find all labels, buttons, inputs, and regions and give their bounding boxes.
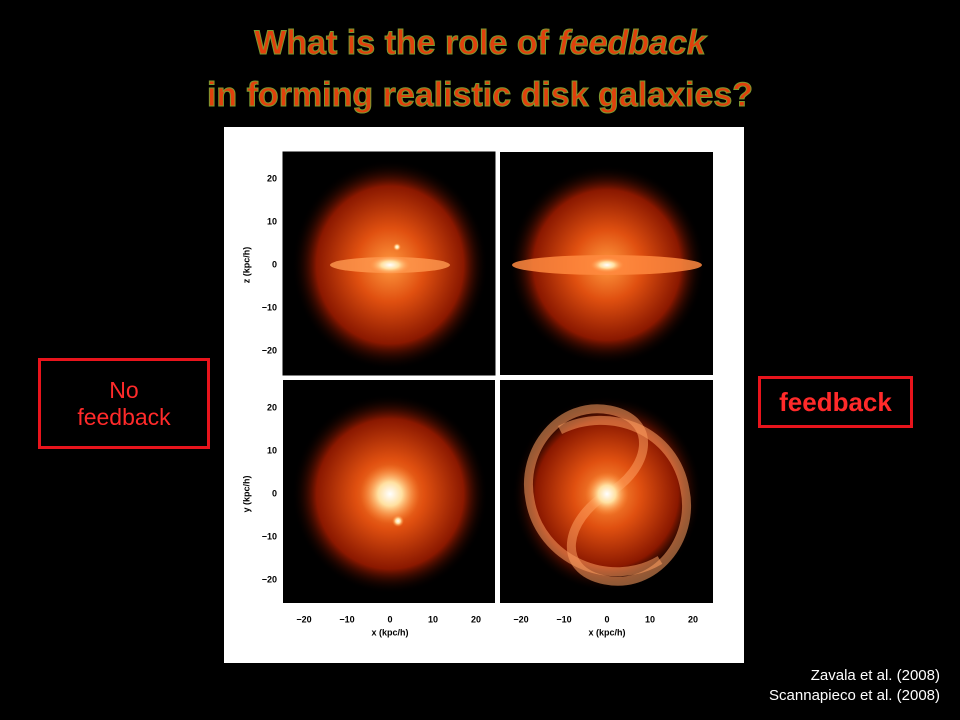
feedback-label: feedback <box>758 376 913 428</box>
x-axis-label: x (kpc/h) <box>371 627 408 637</box>
galaxy-core <box>360 464 420 524</box>
spiral-arms <box>524 404 691 586</box>
title-line-1: What is the role of feedback <box>0 24 960 63</box>
x-axis-label: x (kpc/h) <box>588 627 625 637</box>
y-tick-label: 0 <box>272 259 277 269</box>
y-tick-label: −20 <box>262 345 277 355</box>
y-tick-label: 10 <box>267 216 277 226</box>
x-tick-label: 0 <box>604 614 609 624</box>
x-tick-label: −10 <box>556 614 571 624</box>
x-tick-label: 10 <box>645 614 655 624</box>
y-tick-label: 10 <box>267 445 277 455</box>
y-tick-label: −20 <box>262 574 277 584</box>
galaxy-core <box>589 257 625 273</box>
reference: Scannapieco et al. (2008) <box>769 687 940 704</box>
x-tick-label: −20 <box>513 614 528 624</box>
x-tick-label: −20 <box>296 614 311 624</box>
satellite <box>393 243 401 251</box>
x-tick-label: −10 <box>339 614 354 624</box>
y-tick-label: 0 <box>272 488 277 498</box>
x-tick-label: 20 <box>688 614 698 624</box>
title-text: What is the role of <box>254 24 559 63</box>
panels <box>282 151 713 603</box>
y-axis-label: z (kpc/h) <box>241 247 251 284</box>
x-tick-label: 0 <box>387 614 392 624</box>
title-line-2: in forming realistic disk galaxies? <box>206 76 754 115</box>
satellite <box>392 515 404 527</box>
y-tick-label: 20 <box>267 173 277 183</box>
reference: Zavala et al. (2008) <box>810 667 940 684</box>
x-tick-label: 10 <box>428 614 438 624</box>
y-tick-label: −10 <box>262 531 277 541</box>
y-tick-label: 20 <box>267 402 277 412</box>
galaxy-core <box>585 472 629 516</box>
no-feedback-label: No feedback <box>38 358 210 449</box>
y-axis-label: y (kpc/h) <box>241 475 251 512</box>
title-emphasis: feedback <box>558 24 706 63</box>
galaxy-core <box>368 255 412 275</box>
y-tick-label: −10 <box>262 302 277 312</box>
x-tick-label: 20 <box>471 614 481 624</box>
